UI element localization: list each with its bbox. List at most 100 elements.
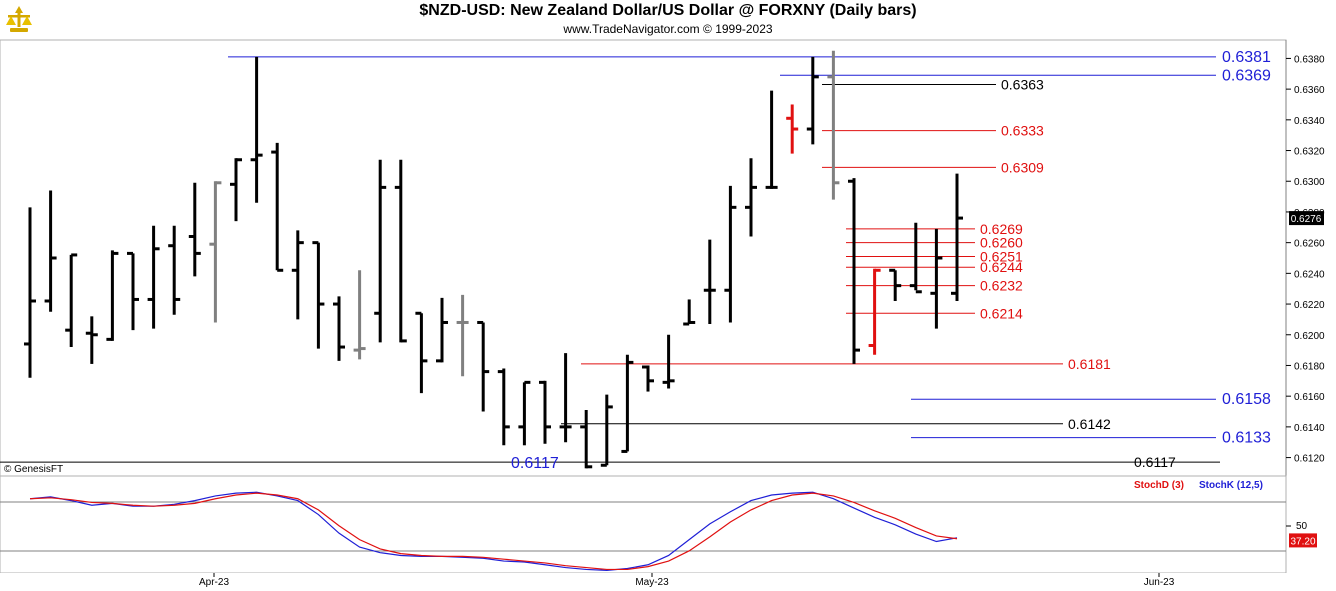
ohlc-bar <box>724 185 737 323</box>
y-tick-label: 0.6360 <box>1294 85 1325 96</box>
ohlc-bar <box>621 354 634 453</box>
ohlc-bar <box>209 181 222 323</box>
level-label: 0.6214 <box>980 305 1023 321</box>
level-label: 0.6133 <box>1222 430 1271 447</box>
ohlc-bar <box>909 222 922 294</box>
price-axis: 0.63800.63600.63400.63200.63000.62800.62… <box>1285 40 1325 573</box>
chart-title: $NZD-USD: New Zealand Dollar/US Dollar @… <box>419 2 917 19</box>
price-panel <box>0 39 1287 477</box>
ohlc-bar <box>291 230 304 320</box>
level-label: 0.6260 <box>980 235 1023 251</box>
ohlc-bar <box>106 250 119 341</box>
level-label: 0.6244 <box>980 259 1023 275</box>
ohlc-bar <box>44 190 57 312</box>
last-price-label: 0.6276 <box>1291 214 1322 225</box>
chart-header: $NZD-USD: New Zealand Dollar/US Dollar @… <box>0 0 1336 40</box>
level-label: 0.6142 <box>1068 416 1111 432</box>
ohlc-bar <box>85 316 98 364</box>
credit-text: © GenesisFT <box>4 464 63 475</box>
ohlc-bar <box>868 268 881 355</box>
ohlc-bar <box>683 299 696 326</box>
ohlc-bar <box>662 334 675 389</box>
x-axis-strip <box>0 573 1336 591</box>
ohlc-bar <box>415 311 428 394</box>
last-price-badge <box>1289 211 1324 226</box>
stoch-k-line <box>29 491 958 571</box>
y-tick-label: 0.6140 <box>1294 423 1325 434</box>
ohlc-bar <box>642 365 654 392</box>
level-label: 0.6309 <box>1001 159 1044 175</box>
ohlc-bar <box>333 296 345 361</box>
x-tick-label: Apr-23 <box>199 577 229 588</box>
level-label: 0.6232 <box>980 278 1023 294</box>
y-tick-label: 0.6260 <box>1294 239 1325 250</box>
price-bars <box>24 50 963 469</box>
y-tick-label: 0.6380 <box>1294 54 1325 65</box>
ohlc-bar <box>24 207 36 378</box>
ohlc-bar <box>580 409 593 469</box>
ohlc-bar <box>353 270 366 360</box>
ohlc-bar <box>703 239 716 325</box>
ohlc-bar <box>600 394 613 467</box>
stochastic-plot: StochD (3) StochK (12,5) 50 37.20 <box>0 480 1317 571</box>
y-tick-label: 0.6200 <box>1294 331 1325 342</box>
ohlc-bar <box>312 241 325 349</box>
ohlc-bar <box>250 56 263 203</box>
stochastic-panel <box>0 475 1287 574</box>
ohlc-bar <box>188 182 201 277</box>
level-label: 0.6269 <box>980 221 1023 237</box>
ohlc-bar <box>951 173 963 301</box>
low-annotation-label: 0.6117 <box>511 455 559 472</box>
ohlc-bar <box>394 159 407 343</box>
ohlc-bar <box>806 56 819 145</box>
ohlc-bar <box>518 380 531 446</box>
y-tick-label: 0.6340 <box>1294 116 1325 127</box>
x-tick-label: May-23 <box>635 577 669 588</box>
ohlc-bar <box>477 320 490 412</box>
level-label: 0.6369 <box>1222 67 1271 84</box>
y-tick-label: 0.6220 <box>1294 300 1325 311</box>
level-label: 0.6333 <box>1001 123 1044 139</box>
level-label: 0.6381 <box>1222 49 1271 66</box>
stoch-legend-entry: StochK (12,5) <box>1199 480 1263 491</box>
y-tick-label: 0.6180 <box>1294 361 1325 372</box>
level-label: 0.6363 <box>1001 77 1044 93</box>
y-tick-label: 0.6300 <box>1294 177 1325 188</box>
y-tick-label: 0.6160 <box>1294 392 1325 403</box>
ohlc-bar <box>456 294 469 377</box>
level-label: 0.6117 <box>1134 454 1176 470</box>
ohlc-bar <box>65 253 78 348</box>
price-levels: 0.63810.63690.63630.63330.63090.62690.62… <box>0 49 1271 472</box>
stoch-legend-entry: StochD (3) <box>1134 480 1184 491</box>
ohlc-bar <box>827 50 840 200</box>
ohlc-bar <box>230 158 242 222</box>
ohlc-bar <box>559 353 572 443</box>
chart-subtitle: www.TradeNavigator.com © 1999-2023 <box>563 22 773 36</box>
ohlc-bar <box>436 297 448 363</box>
stoch-axis-label: 50 <box>1296 521 1308 532</box>
logo-icon <box>6 6 32 32</box>
x-tick-label: Jun-23 <box>1144 577 1175 588</box>
ohlc-bar <box>374 159 387 343</box>
x-axis: Apr-23 May-23 Jun-23 <box>199 573 1175 588</box>
ohlc-bar <box>497 368 510 446</box>
y-tick-label: 0.6240 <box>1294 269 1325 280</box>
level-label: 0.6181 <box>1068 356 1111 372</box>
ohlc-bar <box>786 104 799 154</box>
ohlc-bar <box>147 225 160 329</box>
ohlc-bar <box>848 178 860 364</box>
y-tick-label: 0.6120 <box>1294 454 1325 465</box>
ohlc-bar <box>889 268 902 301</box>
stoch-d-line <box>29 492 958 571</box>
ohlc-bar <box>765 90 778 189</box>
ohlc-bar <box>539 380 551 444</box>
y-tick-label: 0.6320 <box>1294 147 1325 158</box>
level-label: 0.6251 <box>980 248 1023 264</box>
ohlc-bar <box>271 142 284 272</box>
stoch-value-badge <box>1289 533 1317 548</box>
stoch-value-label: 37.20 <box>1290 536 1315 547</box>
ohlc-bar <box>745 158 757 237</box>
ohlc-bar <box>930 228 943 329</box>
ohlc-bar <box>127 251 139 331</box>
